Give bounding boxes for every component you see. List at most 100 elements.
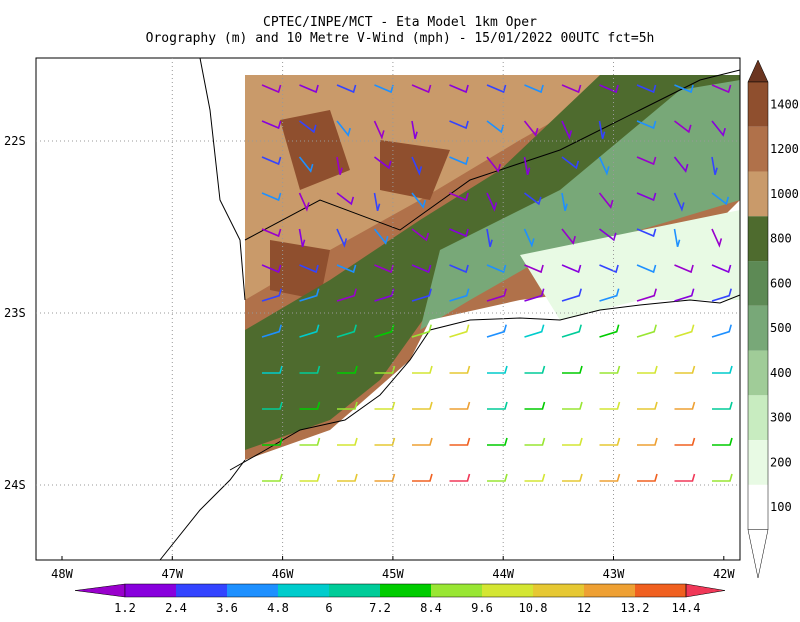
wind-barb: [674, 288, 695, 302]
wind-barb: [449, 324, 470, 338]
wind-barbs: [261, 84, 733, 482]
colorbar-label: 400: [770, 366, 792, 380]
wind-barb: [562, 365, 583, 374]
wind-barb: [299, 84, 319, 94]
wind-barb: [673, 156, 689, 173]
borders: [159, 57, 741, 561]
wind-barb: [374, 324, 395, 338]
wind-barb: [337, 365, 358, 374]
terrain-lightgreen: [420, 80, 740, 330]
wind-barb: [337, 437, 358, 446]
wind-barb: [261, 264, 282, 274]
colorbar-segment: [748, 484, 768, 530]
wind-barb: [449, 192, 469, 202]
wind-barb: [411, 84, 432, 94]
x-label: 45W: [382, 567, 404, 581]
wind-barb: [636, 120, 657, 130]
x-label: 42W: [713, 567, 735, 581]
wind-barb: [374, 401, 396, 410]
colorbar-segment: [748, 440, 768, 485]
x-label: 48W: [51, 567, 73, 581]
wind-barb: [449, 156, 469, 166]
wind-barb: [599, 228, 617, 242]
wind-barb: [449, 401, 471, 410]
wind-barb: [449, 84, 469, 94]
colorbar-segment: [748, 126, 768, 172]
wind-barb: [449, 288, 470, 302]
colorbar-label: 1400: [770, 97, 799, 111]
wind-barb: [674, 365, 696, 374]
y-label: 22S: [4, 134, 26, 148]
colorbar-label: 1200: [770, 142, 799, 156]
colorbar-frame: [747, 81, 769, 530]
coastline: [229, 294, 741, 471]
wind-barb: [487, 401, 508, 410]
colorbar-segment: [431, 584, 482, 597]
wind-barb: [449, 473, 471, 482]
title: CPTEC/INPE/MCT - Eta Model 1km Oper: [263, 15, 537, 30]
wind-barb: [524, 324, 545, 338]
wind-barb: [336, 192, 355, 206]
wind-barb: [524, 365, 546, 374]
wind-barb: [711, 84, 732, 94]
wind-barb: [374, 473, 396, 482]
wind-barb: [486, 324, 507, 338]
wind-barb: [261, 192, 282, 202]
wind-barb: [712, 437, 733, 446]
wind-barb: [711, 192, 730, 206]
wind-barb: [712, 473, 733, 482]
wind-barb: [486, 288, 507, 302]
colorbar-cap: [747, 529, 769, 579]
wind-barb: [711, 120, 726, 137]
wind-barb: [412, 401, 433, 410]
wind-barb: [598, 192, 614, 209]
wind-barb: [486, 120, 505, 134]
wind-barb: [599, 324, 620, 338]
wind-barb: [486, 228, 493, 247]
wind-barb: [487, 437, 508, 446]
wind-barb: [412, 437, 433, 446]
wind-barb: [374, 437, 396, 446]
wind-barb: [598, 156, 610, 176]
wind-barb: [449, 228, 469, 238]
wind-barb: [562, 401, 583, 410]
wind-barb: [711, 288, 732, 302]
colorbar-label: 1.2: [114, 601, 136, 615]
wind-barb: [336, 156, 343, 175]
wind-barb: [711, 264, 732, 274]
wind-barb: [262, 437, 283, 446]
x-label: 44W: [492, 567, 514, 581]
colorbar-segment: [748, 305, 768, 351]
wind-barb: [712, 401, 733, 410]
wind-barb: [599, 365, 621, 374]
wind-barb: [599, 437, 621, 446]
wind-barb: [711, 324, 732, 338]
wind-barb: [524, 192, 542, 206]
wind-barb: [636, 84, 657, 94]
wind-barb: [336, 228, 348, 248]
x-label: 47W: [161, 567, 183, 581]
wind-barb: [299, 401, 321, 410]
colorbar-segment: [748, 216, 768, 262]
y-label: 24S: [4, 478, 26, 492]
wind-barb: [299, 473, 321, 482]
wind-barb: [486, 156, 501, 173]
colorbar-label: 1000: [770, 187, 799, 201]
wind-barb: [411, 228, 430, 242]
wind-barb: [637, 437, 658, 446]
colorbar-cap: [74, 583, 126, 598]
wind-barb: [598, 120, 606, 139]
wind-barb: [561, 288, 582, 302]
wind-barb: [337, 473, 358, 482]
wind-barb: [711, 228, 723, 248]
colorbar-label: 14.4: [672, 601, 701, 615]
wind-barb: [374, 84, 394, 94]
terrain-high: [245, 75, 740, 300]
wind-barb: [411, 156, 423, 176]
terrain-peaks: [270, 110, 450, 300]
colorbar-segment: [748, 350, 768, 396]
wind-barb: [374, 264, 394, 274]
wind-barb: [711, 156, 718, 175]
wind-barb: [637, 365, 658, 374]
wind-barb: [449, 365, 471, 374]
